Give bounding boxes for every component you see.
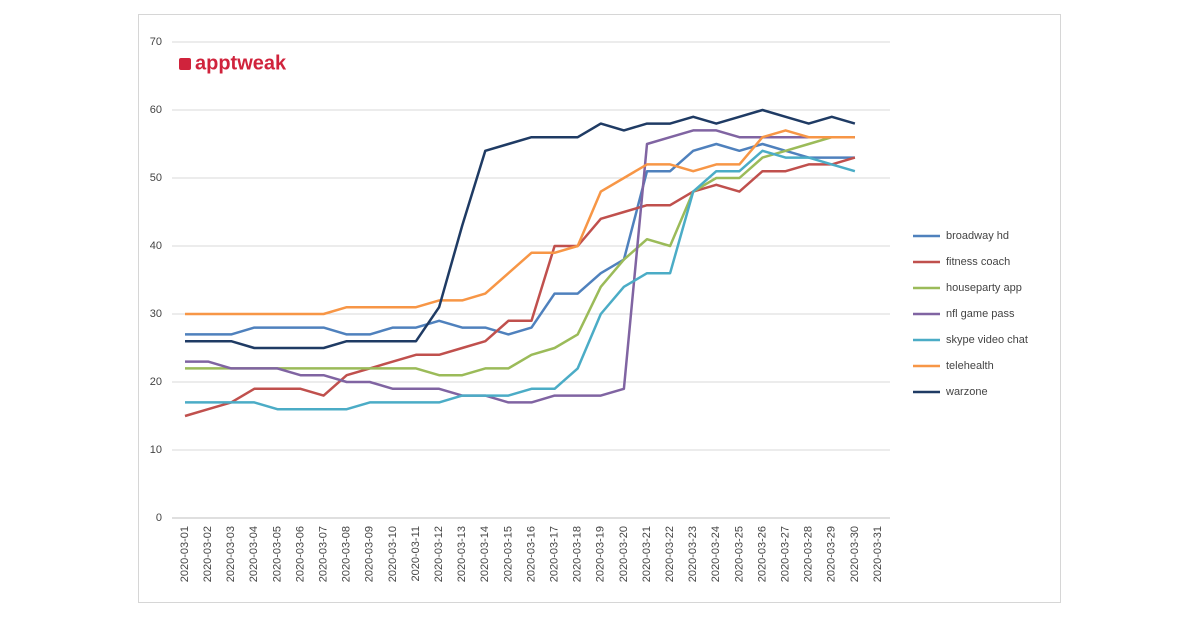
series-line (185, 149, 856, 411)
x-tick-label: 2020-03-02 (202, 526, 214, 582)
logo-icon (179, 58, 191, 70)
x-tick-label: 2020-03-20 (618, 526, 630, 582)
legend-label: skype video chat (946, 334, 1028, 346)
x-tick-label: 2020-03-13 (456, 526, 468, 582)
legend-label: broadway hd (946, 230, 1009, 242)
x-tick-label: 2020-03-22 (664, 526, 676, 582)
x-tick-label: 2020-03-03 (225, 526, 237, 582)
y-tick-label: 20 (150, 376, 162, 388)
series-line (185, 142, 855, 336)
x-tick-label: 2020-03-24 (710, 526, 722, 582)
x-tick-label: 2020-03-11 (410, 526, 422, 581)
series-line (185, 135, 855, 377)
x-tick-label: 2020-03-17 (549, 526, 561, 582)
x-tick-label: 2020-03-26 (756, 526, 768, 582)
x-tick-label: 2020-03-09 (364, 526, 376, 582)
x-tick-label: 2020-03-27 (780, 526, 792, 582)
x-tick-label: 2020-03-15 (502, 526, 514, 582)
x-tick-label: 2020-03-25 (733, 526, 745, 582)
chart-frame (138, 14, 1061, 603)
x-tick-label: 2020-03-10 (387, 526, 399, 582)
y-tick-label: 60 (150, 104, 162, 116)
legend-label: warzone (945, 386, 988, 398)
x-tick-label: 2020-03-06 (294, 526, 306, 582)
y-tick-label: 0 (156, 512, 162, 524)
x-tick-label: 2020-03-05 (271, 526, 283, 582)
y-tick-label: 70 (150, 36, 162, 48)
x-tick-label: 2020-03-16 (525, 526, 537, 582)
y-tick-label: 10 (150, 444, 162, 456)
x-tick-label: 2020-03-12 (433, 526, 445, 582)
legend-label: houseparty app (946, 282, 1022, 294)
x-tick-label: 2020-03-30 (849, 526, 861, 582)
legend-label: fitness coach (946, 256, 1010, 268)
x-tick-label: 2020-03-23 (687, 526, 699, 582)
y-tick-label: 30 (150, 308, 162, 320)
x-tick-label: 2020-03-31 (872, 526, 884, 582)
x-tick-label: 2020-03-21 (641, 526, 653, 582)
x-tick-label: 2020-03-01 (179, 526, 191, 582)
x-tick-label: 2020-03-28 (803, 526, 815, 582)
logo: apptweak (195, 52, 287, 74)
x-tick-label: 2020-03-29 (826, 526, 838, 582)
x-tick-label: 2020-03-07 (318, 526, 330, 582)
series-line (185, 129, 855, 404)
x-tick-label: 2020-03-18 (572, 526, 584, 582)
x-tick-label: 2020-03-14 (479, 526, 491, 582)
x-tick-label: 2020-03-19 (595, 526, 607, 582)
x-tick-label: 2020-03-08 (341, 526, 353, 582)
legend-label: telehealth (946, 360, 994, 372)
series-line (185, 129, 855, 316)
y-tick-label: 50 (150, 172, 162, 184)
legend-label: nfl game pass (946, 308, 1015, 320)
x-tick-label: 2020-03-04 (248, 526, 260, 582)
series-line (185, 108, 856, 350)
series-line (184, 156, 856, 418)
y-tick-label: 40 (150, 240, 162, 252)
